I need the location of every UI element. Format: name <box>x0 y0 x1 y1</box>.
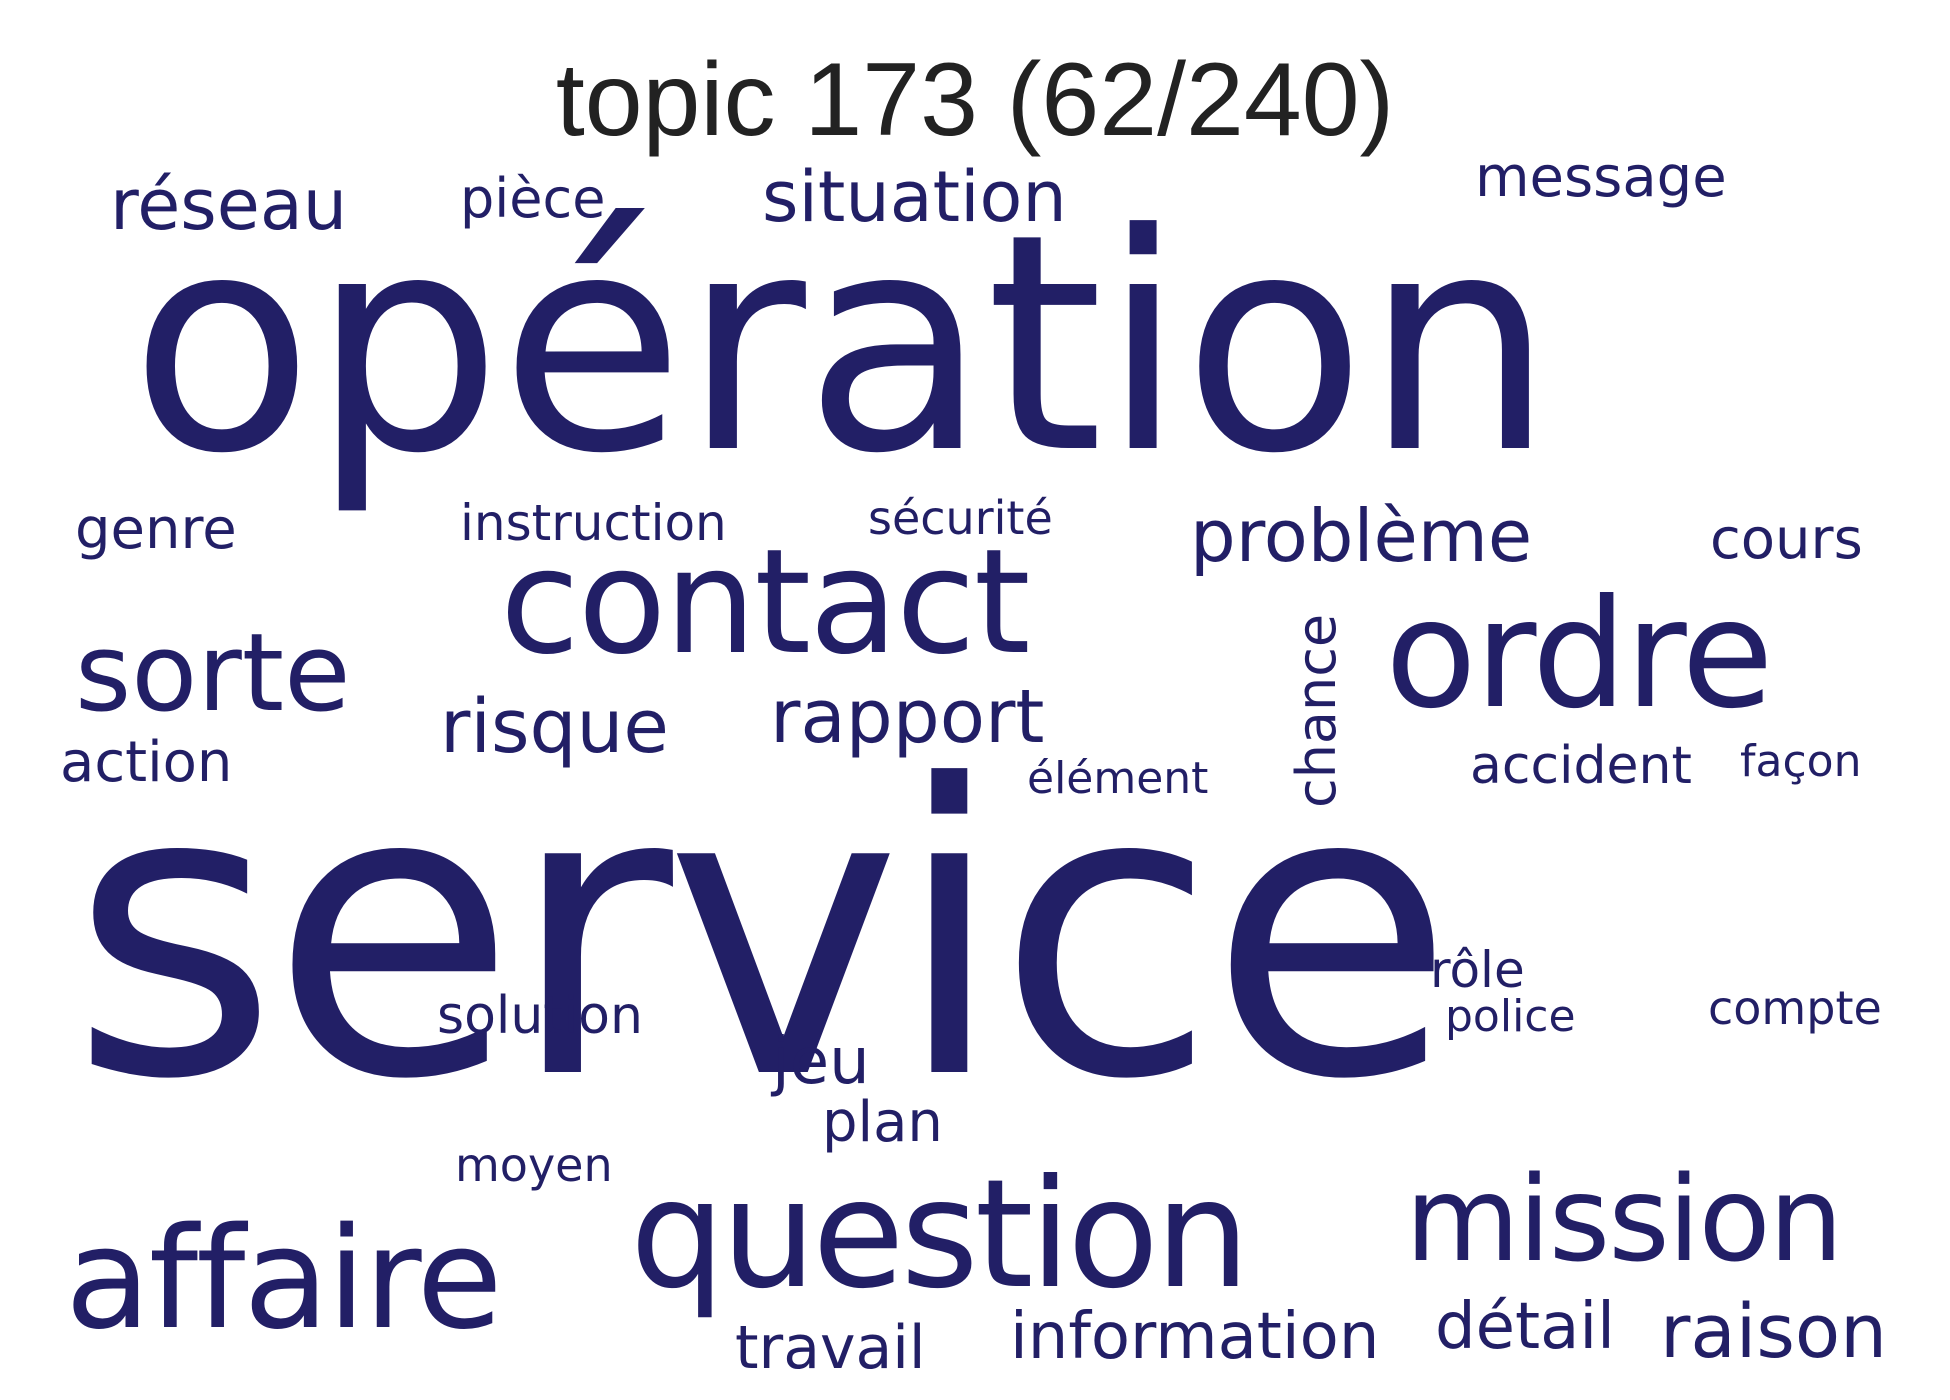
word-travail: travail <box>735 1313 926 1383</box>
word-contact: contact <box>500 518 1031 687</box>
word-accident: accident <box>1470 736 1692 796</box>
word-rapport: rapport <box>770 674 1045 760</box>
word-plan: plan <box>822 1090 943 1155</box>
word-cours: cours <box>1710 507 1863 572</box>
word-element: élément <box>1027 753 1209 804</box>
word-raison: raison <box>1660 1289 1888 1375</box>
word-message: message <box>1475 145 1727 210</box>
word-police: police <box>1445 991 1576 1042</box>
word-piece: pièce <box>460 167 606 230</box>
word-genre: genre <box>75 497 237 562</box>
word-chance: chance <box>1285 613 1348 808</box>
word-detail: détail <box>1435 1290 1615 1364</box>
word-facon: façon <box>1740 736 1862 787</box>
word-role: rôle <box>1430 941 1525 999</box>
word-compte: compte <box>1708 981 1882 1035</box>
word-situation: situation <box>762 156 1067 238</box>
word-moyen: moyen <box>455 1138 613 1192</box>
word-information: information <box>1010 1300 1380 1374</box>
word-question: question <box>630 1148 1250 1322</box>
word-service: service <box>70 702 1455 1167</box>
word-ordre: ordre <box>1385 568 1774 742</box>
word-sorte: sorte <box>75 611 351 736</box>
word-solution: solution <box>437 986 643 1046</box>
word-affaire: affaire <box>65 1198 503 1361</box>
word-jeu: jeu <box>772 1025 870 1099</box>
word-action: action <box>60 730 233 795</box>
word-securite: sécurité <box>868 491 1053 545</box>
word-operation: opération <box>130 170 1554 519</box>
word-risque: risque <box>440 684 669 770</box>
cloud-title: topic 173 (62/240) <box>555 42 1395 158</box>
word-reseau: réseau <box>110 164 348 246</box>
word-mission: mission <box>1405 1150 1843 1288</box>
word-instruction: instruction <box>460 494 727 552</box>
word-probleme: problème <box>1190 494 1533 578</box>
